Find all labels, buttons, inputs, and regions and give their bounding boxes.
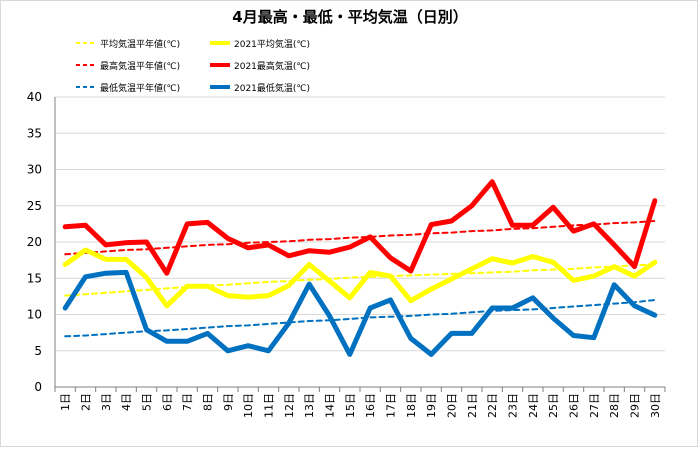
legend-label-max-normal: 最高気温平年値(℃) — [100, 61, 181, 72]
x-tick-label: 27日 — [588, 393, 601, 418]
x-tick-label: 13日 — [303, 393, 316, 418]
legend-swatch-avg-normal — [76, 42, 96, 44]
legend-label-min-2021: 2021最低気温(℃) — [234, 83, 311, 94]
series-line-4 — [64, 299, 656, 338]
x-tick-label: 19日 — [425, 393, 438, 418]
chart-title: 4月最高・最低・平均気温（日別） — [232, 8, 468, 26]
legend-item-min-2021: 2021最低気温(℃) — [210, 80, 310, 94]
y-tick-label: 15 — [27, 271, 42, 285]
legend-swatch-max-normal — [76, 64, 96, 66]
x-tick-label: 4日 — [120, 393, 133, 411]
series-line-1 — [62, 247, 658, 309]
x-tick-label: 23日 — [507, 393, 520, 418]
x-tick-label: 25日 — [547, 393, 560, 418]
legend-label-avg-normal: 平均気温平年値(℃) — [100, 39, 181, 50]
x-tick-label: 16日 — [364, 393, 377, 418]
y-tick-label: 10 — [27, 308, 42, 322]
legend-label-min-normal: 最低気温平年値(℃) — [100, 83, 181, 94]
y-tick-label: 30 — [27, 163, 42, 177]
x-tick-label: 14日 — [324, 393, 337, 418]
legend-item-avg-normal: 平均気温平年値(℃) — [76, 36, 180, 50]
legend-item-max-2021: 2021最高気温(℃) — [210, 58, 310, 72]
x-tick-label: 30日 — [649, 393, 662, 418]
series-line-0 — [64, 263, 656, 297]
series-line-5 — [62, 269, 658, 357]
series-line-3 — [62, 179, 658, 276]
legend-item-min-normal: 最低気温平年値(℃) — [76, 80, 180, 94]
y-tick-label: 35 — [27, 126, 42, 140]
x-tick-label: 17日 — [385, 393, 398, 418]
x-tick-label: 1日 — [59, 393, 72, 411]
legend-swatch-min-2021 — [210, 85, 230, 89]
y-tick-label: 25 — [27, 199, 42, 213]
y-tick-label: 20 — [27, 235, 42, 249]
series-line-2 — [64, 220, 656, 256]
x-tick-label: 3日 — [100, 393, 113, 411]
x-tick-label: 15日 — [344, 393, 357, 418]
x-tick-label: 9日 — [222, 393, 235, 411]
legend-label-avg-2021: 2021平均気温(℃) — [234, 39, 311, 50]
x-tick-label: 26日 — [568, 393, 581, 418]
x-tick-label: 8日 — [202, 393, 215, 411]
x-tick-label: 18日 — [405, 393, 418, 418]
legend-item-max-normal: 最高気温平年値(℃) — [76, 58, 180, 72]
x-tick-label: 20日 — [446, 393, 459, 418]
x-tick-label: 2日 — [80, 393, 93, 411]
x-tick-label: 6日 — [161, 393, 174, 411]
x-tick-label: 24日 — [527, 393, 540, 418]
y-tick-label: 5 — [34, 344, 42, 358]
legend-swatch-max-2021 — [210, 63, 230, 67]
legend-swatch-min-normal — [76, 86, 96, 88]
x-tick-label: 5日 — [141, 393, 154, 411]
x-tick-label: 11日 — [263, 393, 276, 418]
x-tick-label: 21日 — [466, 393, 479, 418]
legend-item-avg-2021: 2021平均気温(℃) — [210, 36, 310, 50]
x-tick-label: 7日 — [181, 393, 194, 411]
x-tick-label: 12日 — [283, 393, 296, 418]
y-tick-label: 0 — [34, 380, 42, 394]
x-tick-label: 29日 — [629, 393, 642, 418]
y-tick-label: 40 — [27, 90, 42, 104]
legend-swatch-avg-2021 — [210, 41, 230, 45]
legend-label-max-2021: 2021最高気温(℃) — [234, 61, 311, 72]
x-tick-label: 28日 — [608, 393, 621, 418]
x-tick-label: 22日 — [486, 393, 499, 418]
x-tick-label: 10日 — [242, 393, 255, 418]
